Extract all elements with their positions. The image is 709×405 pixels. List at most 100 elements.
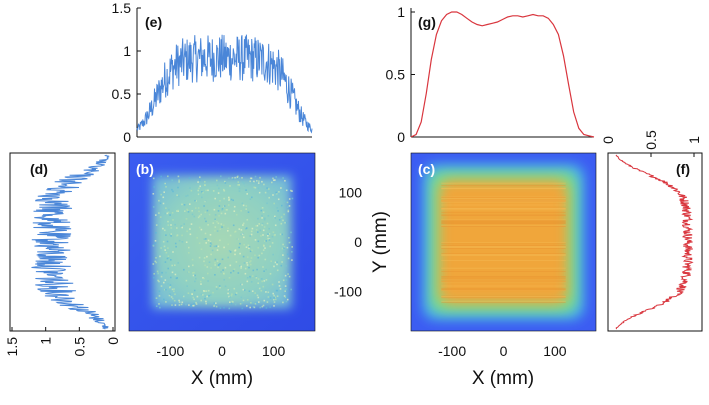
- speckle-dot: [181, 301, 184, 304]
- speckle-dot: [218, 187, 220, 190]
- speckle-dot: [164, 279, 167, 281]
- speckle-dot: [219, 286, 221, 289]
- series-line-g: [410, 11, 595, 138]
- speckle-dot: [268, 188, 270, 190]
- speckle-dot: [200, 213, 202, 216]
- speckle-dot: [176, 234, 178, 237]
- speckle-dot: [273, 202, 275, 205]
- speckle-dot: [249, 275, 251, 278]
- speckle-dot: [155, 232, 157, 234]
- y-axis-label-c: Y (mm): [370, 211, 391, 273]
- speckle-dot: [223, 188, 225, 191]
- speckle-dot: [261, 280, 263, 283]
- speckle-dot: [166, 212, 169, 215]
- speckle-dot: [278, 281, 280, 283]
- speckle-dot: [284, 221, 286, 224]
- speckle-dot: [182, 295, 185, 298]
- speckle-dot: [228, 250, 231, 252]
- speckle-dot: [235, 177, 238, 179]
- speckle-dot: [285, 300, 288, 303]
- speckle-dot: [189, 228, 191, 230]
- y-tick-label-e: 0: [123, 129, 131, 145]
- speckle-dot: [265, 268, 267, 271]
- speckle-dot: [284, 296, 287, 299]
- speckle-dot: [229, 185, 231, 187]
- speckle-dot: [186, 285, 188, 287]
- speckle-dot: [269, 273, 272, 275]
- speckle-dot: [171, 297, 174, 300]
- speckle-dot: [258, 254, 261, 257]
- speckle-dot: [258, 180, 260, 182]
- speckle-dot: [228, 196, 230, 199]
- speckle-dot: [183, 223, 185, 225]
- speckle-dot: [210, 253, 212, 256]
- speckle-dot: [246, 277, 249, 279]
- speckle-dot: [263, 183, 265, 186]
- speckle-dot: [177, 175, 180, 178]
- x-tick-label-d: 1: [38, 337, 54, 345]
- speckle-dot: [218, 205, 221, 207]
- speckle-dot: [212, 291, 214, 294]
- speckle-dot: [258, 301, 260, 303]
- speckle-dot: [233, 210, 236, 212]
- speckle-dot: [285, 279, 288, 281]
- speckle-dot: [213, 305, 215, 307]
- speckle-dot: [252, 302, 254, 304]
- speckle-dot: [227, 256, 229, 259]
- speckle-dot: [165, 189, 167, 191]
- speckle-dot: [286, 246, 289, 249]
- speckle-dot: [287, 209, 290, 212]
- speckle-dot: [211, 249, 214, 252]
- speckle-dot: [227, 230, 229, 232]
- speckle-dot: [167, 175, 169, 178]
- speckle-dot: [291, 197, 294, 200]
- speckle-dot: [205, 220, 207, 223]
- speckle-dot: [203, 290, 205, 292]
- speckle-dot: [154, 242, 157, 244]
- speckle-dot: [224, 212, 227, 215]
- speckle-dot: [261, 222, 264, 225]
- speckle-dot: [245, 227, 248, 229]
- panel-e: 0 0.5 1 1.5 (e): [112, 0, 313, 145]
- speckle-dot: [260, 235, 262, 237]
- speckle-dot: [285, 288, 288, 290]
- speckle-dot: [287, 273, 289, 275]
- speckle-dot: [202, 191, 204, 194]
- speckle-dot: [173, 288, 175, 290]
- speckle-dot: [215, 286, 218, 288]
- speckle-dot: [234, 303, 237, 306]
- frame-c: [410, 152, 597, 332]
- speckle-dot: [170, 276, 172, 279]
- speckle-dot: [259, 176, 261, 179]
- speckle-dot: [171, 304, 173, 306]
- speckle-dot: [200, 299, 202, 302]
- speckle-dot: [164, 212, 166, 215]
- speckle-dot: [187, 211, 190, 213]
- speckle-dot: [168, 290, 171, 293]
- speckle-dot: [231, 293, 233, 295]
- speckle-dot: [208, 213, 211, 216]
- speckle-dot: [246, 219, 249, 221]
- speckle-dot: [257, 187, 260, 190]
- speckle-dot: [237, 181, 240, 183]
- speckle-dot: [197, 216, 200, 219]
- speckle-dot: [276, 207, 278, 209]
- speckle-dot: [234, 231, 236, 233]
- speckle-dot: [189, 187, 191, 189]
- speckle-dot: [165, 271, 167, 274]
- speckle-dot: [166, 240, 169, 243]
- speckle-dot: [252, 269, 255, 272]
- speckle-dot: [214, 226, 217, 228]
- speckle-dot: [264, 240, 266, 242]
- speckle-dot: [206, 209, 209, 212]
- speckle-dot: [185, 279, 188, 282]
- speckle-dot: [188, 252, 190, 254]
- panel-b: (b) -100 0 100 100 0 -100 X (mm): [128, 152, 362, 389]
- speckle-dot: [228, 277, 231, 279]
- speckle-dot: [265, 291, 267, 293]
- speckle-dot: [255, 225, 257, 227]
- speckle-dot: [178, 195, 180, 198]
- speckle-dot: [223, 190, 226, 192]
- speckle-dot: [261, 305, 264, 308]
- speckle-dot: [217, 210, 220, 212]
